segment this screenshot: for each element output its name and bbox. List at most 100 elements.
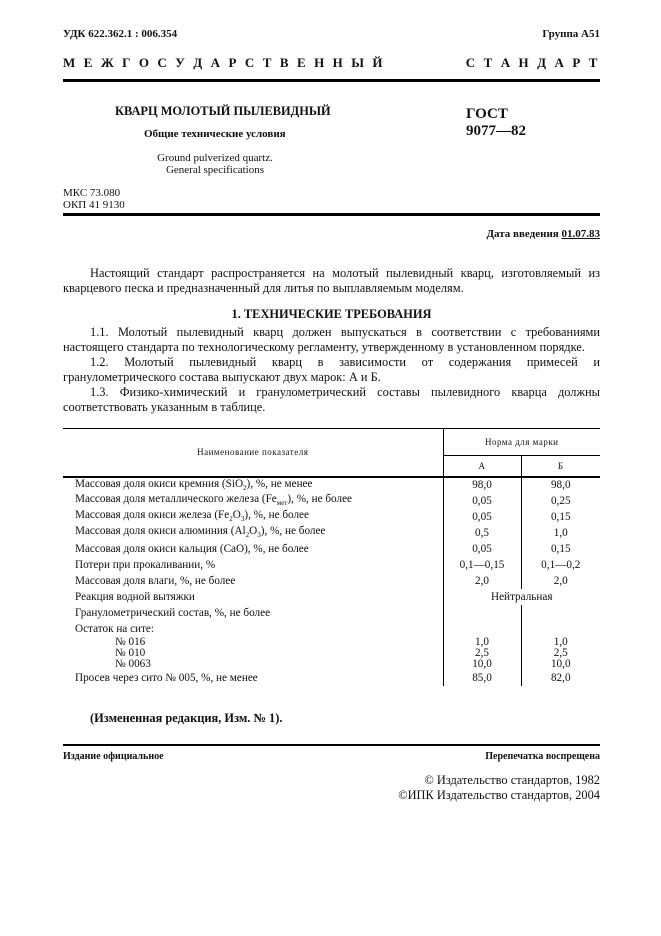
grade-a-value: 98,0 (442, 476, 521, 493)
table-row: Массовая доля металлического железа (Feм… (63, 492, 600, 509)
table-row: Остаток на сите: (63, 620, 600, 637)
grade-a-value: 0,05 (442, 540, 521, 557)
grade-a-value: 0,05 (442, 508, 521, 525)
grade-a-value: 1,0 (442, 636, 521, 648)
indicator-cell: № 016 (63, 635, 443, 648)
row-label: Массовая доля окиси железа (Fe (75, 509, 230, 522)
grade-b-value: 10,0 (520, 658, 600, 670)
table-row: № 010 2,5 2,5 (63, 646, 600, 659)
grade-b-value (520, 604, 600, 621)
indicator-cell: Массовая доля окиси железа (Fe2O3), %, н… (63, 509, 443, 525)
mks-code: МКС 73.080 (63, 187, 121, 199)
effective-date-label: Дата введения (486, 228, 562, 240)
grade-b-value: 2,5 (520, 647, 600, 659)
row-label: Остаток на сите: (75, 622, 154, 635)
udk-code: УДК 622.362.1 : 006.354 (63, 28, 178, 40)
grade-a-value: 2,5 (442, 647, 521, 659)
row-label: Просев через сито № 005, %, не менее (75, 671, 258, 684)
header-norm: Норма для марки (442, 428, 600, 456)
indicator-cell: Гранулометрический состав, %, не более (63, 605, 443, 621)
grade-a-value: 0,5 (442, 524, 521, 541)
row-label: № 016 (115, 635, 146, 648)
gost-label: ГОСТ (466, 106, 508, 122)
row-label: № 0063 (115, 657, 151, 670)
amendment-note: (Измененная редакция, Изм. № 1). (90, 711, 283, 725)
subscript: 2 (245, 531, 250, 540)
banner-standard: С Т А Н Д А Р Т (465, 55, 600, 70)
header-grade-a: А (442, 455, 521, 477)
grade-a-value: 0,05 (442, 492, 521, 509)
row-label-part: ), %, не более (244, 509, 309, 522)
group-code: Группа А51 (542, 28, 600, 40)
table-row: Массовая доля окиси кремния (SiO2), %, н… (63, 476, 600, 493)
banner-interstate: М Е Ж Г О С У Д А Р С Т В Е Н Н Ы Й (63, 55, 386, 70)
row-label: № 010 (115, 646, 146, 659)
table-row: Массовая доля окиси железа (Fe2O3), %, н… (63, 508, 600, 525)
grade-b-value: 0,1—0,2 (520, 556, 600, 573)
grade-b-value: 1,0 (520, 636, 600, 648)
header-grade-b: Б (520, 455, 600, 477)
grade-b-value: 2,0 (520, 572, 600, 589)
official-edition: Издание официальное (63, 751, 164, 762)
grade-a-value: 2,0 (442, 572, 521, 589)
row-label-part: ), %, не более (287, 493, 353, 506)
grade-b-value (520, 620, 600, 637)
intro-paragraph: Настоящий стандарт распространяется на м… (63, 266, 600, 295)
clause-1-1: 1.1. Молотый пылевидный кварц должен вып… (63, 325, 600, 354)
effective-date: Дата введения 01.07.83 (486, 228, 600, 240)
merged-value-cell: Нейтральная (442, 588, 600, 605)
row-label: Гранулометрический состав, %, не более (75, 606, 271, 619)
footer-rule (63, 744, 600, 746)
subscript: мет (276, 499, 288, 508)
row-label-part: O (249, 525, 258, 538)
indicator-cell: Реакция водной вытяжки (63, 589, 443, 605)
table-row: Гранулометрический состав, %, не более (63, 604, 600, 621)
grade-a-value (442, 620, 521, 637)
table-row: Просев через сито № 005, %, не менее 85,0… (63, 669, 600, 686)
table-row: Потери при прокаливании, % 0,1—0,15 0,1—0,… (63, 556, 600, 573)
subscript: 3 (257, 531, 261, 540)
clause-1-2: 1.2. Молотый пылевидный кварц в зависимо… (63, 355, 600, 384)
subscript: 3 (240, 515, 245, 524)
table-row: Массовая доля влаги, %, не более 2,0 2,0 (63, 572, 600, 589)
grade-a-value: 10,0 (442, 658, 521, 670)
indicator-cell: Массовая доля окиси кальция (CaO), %, не… (63, 541, 443, 557)
grade-b-value: 0,15 (520, 508, 600, 525)
top-rule (63, 79, 600, 82)
indicator-cell: № 0063 (63, 657, 443, 670)
effective-date-value: 01.07.83 (561, 228, 601, 240)
english-title-line1: Ground pulverized quartz. (157, 152, 273, 164)
table-row: Реакция водной вытяжки Нейтральная (63, 588, 600, 605)
indicator-cell: Массовая доля влаги, %, не более (63, 573, 443, 589)
row-label: Потери при прокаливании, % (75, 558, 216, 571)
row-label-part: ), %, не менее (246, 477, 313, 490)
row-label-part: O (232, 509, 241, 522)
table-row: № 016 1,0 1,0 (63, 635, 600, 648)
grade-a-value: 85,0 (442, 669, 521, 686)
copyright-1982: © Издательство стандартов, 1982 (424, 773, 600, 787)
grade-a-value (442, 604, 521, 621)
section-heading: 1. ТЕХНИЧЕСКИЕ ТРЕБОВАНИЯ (231, 307, 432, 321)
table-row: Массовая доля окиси алюминия (Al2O3), %,… (63, 524, 600, 541)
row-label: Массовая доля влаги, %, не более (75, 574, 236, 587)
row-label-part: ), %, не более (260, 525, 326, 538)
row-label: Массовая доля окиси кремния (SiO (75, 477, 244, 490)
document-title: КВАРЦ МОЛОТЫЙ ПЫЛЕВИДНЫЙ (115, 104, 331, 118)
header-indicator: Наименование показателя (63, 428, 443, 478)
copyright: © Издательство стандартов, 1982 ©ИПК Изда… (398, 773, 600, 803)
grade-b-value: 1,0 (520, 524, 600, 541)
copyright-2004: ©ИПК Издательство стандартов, 2004 (398, 788, 600, 802)
english-title: Ground pulverized quartz. General specifi… (100, 152, 330, 176)
grade-b-value: 0,25 (520, 492, 600, 509)
indicator-cell: Массовая доля окиси кремния (SiO2), %, н… (63, 477, 443, 493)
indicator-cell: Просев через сито № 005, %, не менее (63, 670, 443, 686)
mid-rule (63, 213, 600, 216)
row-label: Массовая доля металлического железа (Fe (75, 493, 277, 506)
table-row: № 0063 10,0 10,0 (63, 657, 600, 670)
grade-b-value: 0,15 (520, 540, 600, 557)
clause-1-3: 1.3. Физико-химический и гранулометричес… (63, 385, 600, 414)
classification-codes: МКС 73.080 ОКП 41 9130 (63, 187, 125, 211)
reprint-prohibited: Перепечатка воспрещена (485, 751, 600, 762)
gost-number: ГОСТ 9077—82 (466, 106, 526, 140)
row-label: Массовая доля окиси кальция (CaO), %, не… (75, 542, 309, 555)
